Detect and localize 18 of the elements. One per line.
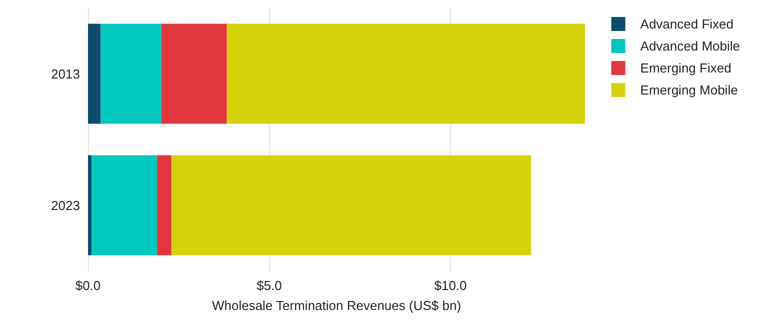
- bar: [156, 155, 172, 256]
- bar: [171, 155, 531, 256]
- y-tick-label: 2013: [51, 66, 80, 82]
- bar: [88, 155, 92, 256]
- x-axis-title: Wholesale Termination Revenues (US$ bn): [212, 298, 462, 313]
- x-tick-label: $10.0: [434, 278, 467, 293]
- legend-label: Advanced Fixed: [640, 16, 734, 32]
- bar: [161, 24, 227, 124]
- y-tick-label: 2023: [51, 198, 80, 213]
- legend-label: Emerging Fixed: [640, 60, 732, 76]
- legend-label: Advanced Mobile: [640, 38, 740, 54]
- x-tick-label: $0.0: [75, 278, 101, 293]
- bar: [226, 24, 585, 124]
- legend-label: Emerging Mobile: [640, 82, 738, 98]
- bar: [100, 24, 162, 124]
- x-tick-label: $5.0: [256, 278, 282, 293]
- bar: [92, 155, 157, 256]
- bar: [88, 24, 101, 124]
